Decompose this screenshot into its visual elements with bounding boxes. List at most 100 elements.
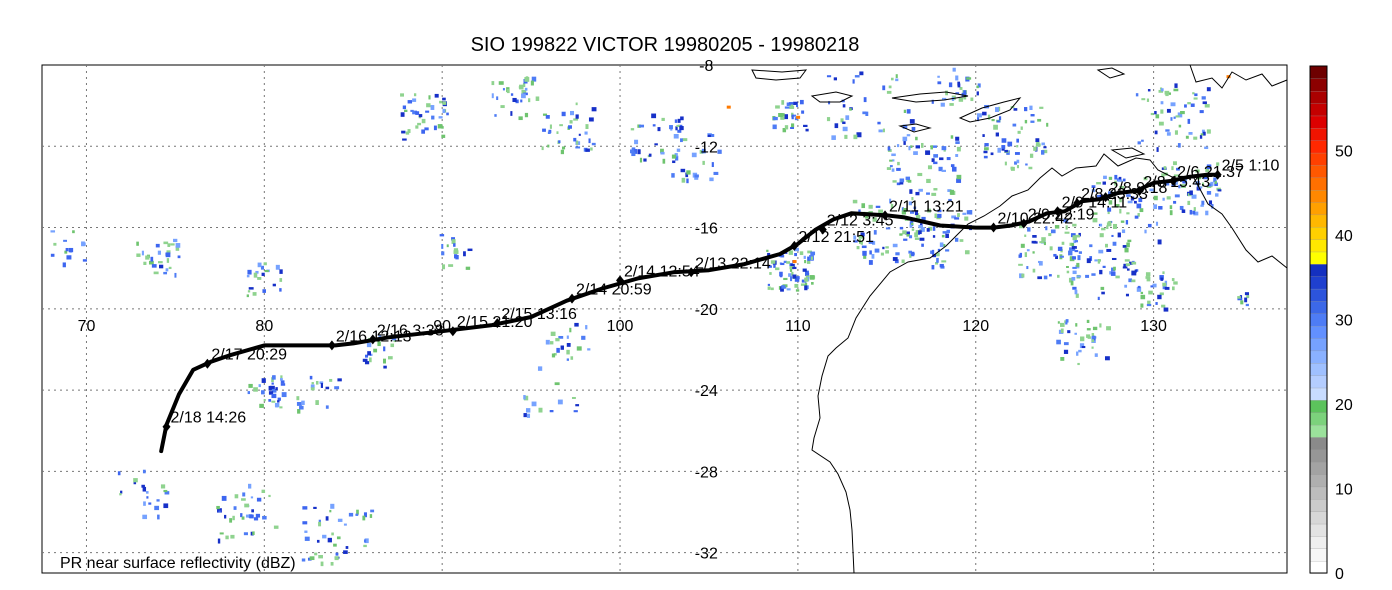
reflectivity-pixel [329, 509, 332, 513]
reflectivity-pixel [1119, 197, 1122, 203]
track-fix-marker [818, 224, 827, 235]
reflectivity-pixel [166, 258, 170, 263]
reflectivity-pixel [935, 252, 940, 257]
reflectivity-pixel [1147, 89, 1151, 92]
reflectivity-pixel [1080, 336, 1085, 342]
track-fix-label: 2/9 22:19 [1028, 206, 1095, 223]
reflectivity-pixel [997, 147, 1001, 153]
reflectivity-pixel [1171, 278, 1175, 282]
reflectivity-pixel [225, 535, 229, 540]
track-fix-marker [1053, 206, 1062, 217]
reflectivity-pixel [789, 266, 794, 270]
reflectivity-pixel [1135, 269, 1139, 272]
reflectivity-caption: PR near surface reflectivity (dBZ) [60, 555, 296, 572]
reflectivity-pixel [559, 124, 563, 127]
reflectivity-pixel [1203, 176, 1208, 180]
reflectivity-pixel [1175, 115, 1180, 118]
reflectivity-pixel [804, 260, 807, 264]
reflectivity-pixel [1124, 284, 1128, 288]
reflectivity-pixel [1076, 275, 1082, 278]
reflectivity-pixel [859, 71, 864, 76]
island-sumbawa [810, 91, 854, 103]
reflectivity-pixel [119, 493, 122, 496]
reflectivity-pixel [784, 125, 789, 130]
reflectivity-pixel [268, 399, 272, 402]
reflectivity-pixel [955, 141, 960, 144]
reflectivity-pixel [880, 252, 884, 256]
reflectivity-pixel [957, 83, 961, 88]
reflectivity-pixel [1018, 254, 1022, 258]
reflectivity-pixel [956, 146, 961, 152]
reflectivity-pixel [1057, 321, 1060, 324]
reflectivity-pixel [1239, 295, 1243, 300]
reflectivity-pixel [917, 172, 923, 177]
reflectivity-pixel [906, 134, 911, 137]
reflectivity-pixel [363, 539, 367, 543]
reflectivity-pixel [888, 85, 892, 89]
reflectivity-pixel [557, 399, 563, 405]
reflectivity-pixel [1126, 194, 1131, 197]
reflectivity-pixel [778, 112, 783, 118]
reflectivity-pixel [535, 96, 540, 101]
track-fix-label: 2/14 20:59 [576, 282, 652, 299]
reflectivity-pixel [886, 90, 892, 94]
reflectivity-pixel [1155, 114, 1160, 119]
reflectivity-pixel [946, 157, 951, 161]
reflectivity-pixel [909, 189, 913, 194]
reflectivity-pixel [1141, 98, 1146, 101]
reflectivity-pixel [1190, 103, 1195, 107]
reflectivity-pixel [547, 131, 551, 134]
reflectivity-pixel [891, 153, 896, 157]
reflectivity-pixel [800, 283, 806, 286]
reflectivity-pixel [378, 334, 382, 338]
reflectivity-pixel [1120, 220, 1125, 223]
reflectivity-pixel [296, 396, 300, 401]
reflectivity-pixel [865, 214, 869, 219]
reflectivity-pixel [903, 207, 907, 212]
reflectivity-pixel [964, 250, 970, 255]
reflectivity-pixel [1071, 245, 1075, 250]
reflectivity-pixel [1177, 112, 1183, 118]
reflectivity-pixel [1160, 88, 1164, 92]
colorbar-swatch [1309, 350, 1328, 364]
reflectivity-pixel [1181, 184, 1186, 188]
reflectivity-pixel [955, 92, 960, 95]
reflectivity-pixel [1012, 123, 1017, 127]
reflectivity-pixel [921, 216, 926, 222]
reflectivity-pixel [1131, 270, 1137, 276]
reflectivity-pixel [65, 247, 69, 252]
reflectivity-pixel [1019, 273, 1024, 279]
reflectivity-pixel [918, 224, 923, 229]
reflectivity-pixel [279, 378, 283, 381]
reflectivity-pixel [545, 339, 550, 345]
reflectivity-pixel [1096, 194, 1100, 200]
reflectivity-pixel [1193, 207, 1196, 211]
reflectivity-pixel [792, 266, 797, 270]
colorbar-swatch [1309, 523, 1328, 537]
reflectivity-pixel [977, 116, 980, 122]
track-fix-marker [989, 222, 998, 233]
reflectivity-pixel [549, 124, 552, 129]
reflectivity-pixel [1086, 258, 1091, 264]
reflectivity-pixel [320, 383, 324, 388]
track-fix-marker [1101, 192, 1110, 203]
reflectivity-pixel [910, 210, 915, 214]
reflectivity-pixel [155, 243, 160, 248]
reflectivity-pixel [862, 250, 867, 256]
reflectivity-pixel [918, 230, 922, 235]
reflectivity-pixel [1014, 152, 1020, 155]
reflectivity-pixel [566, 335, 569, 339]
reflectivity-pixel [1077, 362, 1080, 366]
reflectivity-pixel [934, 213, 937, 219]
reflectivity-pixel [316, 539, 320, 543]
reflectivity-pixel [1108, 176, 1113, 180]
colorbar-swatch [1309, 486, 1328, 500]
reflectivity-pixel [1178, 124, 1182, 128]
reflectivity-pixel [1156, 147, 1159, 152]
reflectivity-pixel [304, 530, 308, 533]
reflectivity-pixel [1146, 303, 1152, 307]
reflectivity-pixel [1074, 246, 1077, 249]
reflectivity-pixel [146, 496, 149, 499]
track-fix-marker [327, 340, 336, 351]
reflectivity-pixel [1065, 322, 1068, 325]
